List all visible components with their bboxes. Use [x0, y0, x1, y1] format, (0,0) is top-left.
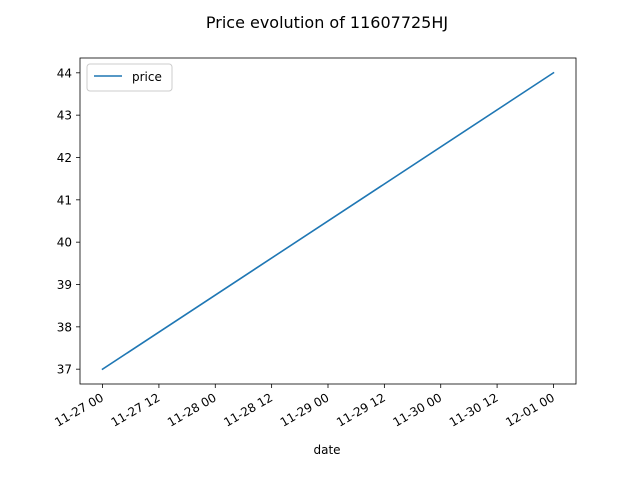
legend: price — [86, 63, 173, 92]
y-tick-label-41: 41 — [57, 193, 72, 207]
y-tick-label-42: 42 — [57, 151, 72, 165]
series-line-price — [101, 71, 555, 371]
chart-title: Price evolution of 11607725HJ — [206, 13, 448, 32]
y-tick-label-43: 43 — [57, 109, 72, 123]
x-axis-label: date — [313, 443, 340, 457]
y-tick-label-44: 44 — [57, 66, 72, 80]
legend-label-price: price — [132, 70, 162, 84]
y-tick-label-40: 40 — [57, 236, 72, 250]
y-tick-label-39: 39 — [57, 278, 72, 292]
y-tick-label-38: 38 — [57, 320, 72, 334]
legend-box — [86, 63, 173, 92]
y-tick-label-37: 37 — [57, 363, 72, 377]
